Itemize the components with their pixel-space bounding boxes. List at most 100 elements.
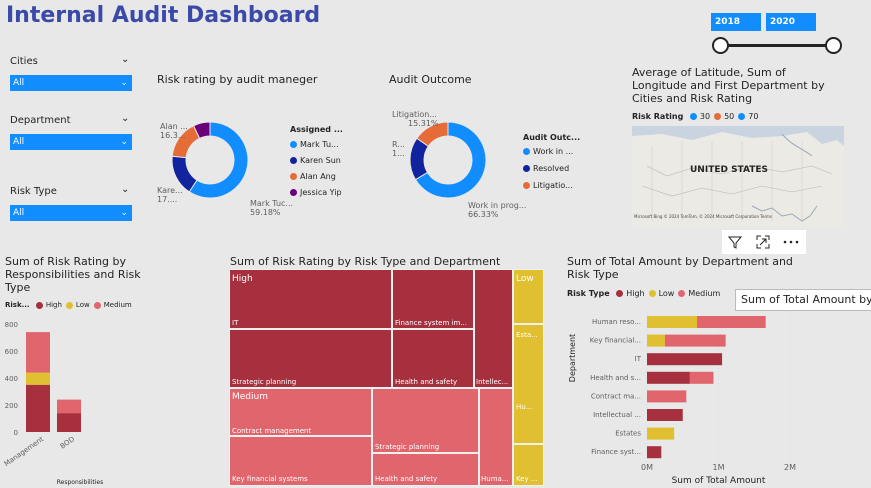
hbar-health-and-s-high[interactable] bbox=[647, 371, 690, 384]
treemap-cell-high-strategic-planning[interactable] bbox=[229, 329, 392, 388]
hbar-finance-syst-high[interactable] bbox=[647, 446, 662, 459]
legend-item-medium[interactable]: Medium bbox=[678, 289, 720, 298]
legend-item-high[interactable]: High bbox=[35, 301, 62, 309]
legend-dot-icon bbox=[689, 113, 697, 120]
risk-type-slicer-label: Risk Type bbox=[10, 186, 57, 197]
chevron-down-icon[interactable]: ⌄ bbox=[121, 54, 130, 65]
legend-item-alan-ang[interactable]: Alan Ang bbox=[290, 172, 343, 181]
donut-slice-mark-tu[interactable] bbox=[188, 121, 249, 199]
bar-bod-medium[interactable] bbox=[57, 399, 81, 414]
y-tick-label: Estates bbox=[615, 430, 641, 438]
legend-item-70[interactable]: 70 bbox=[738, 112, 758, 121]
hbar-health-and-s-medium[interactable] bbox=[689, 371, 714, 384]
hbar-chart-title: Sum of Total Amount by Department and Ri… bbox=[567, 255, 793, 281]
year-slider-track[interactable] bbox=[720, 44, 834, 47]
donut2-label-resolved: R... 1... bbox=[392, 140, 405, 158]
x-axis-title: Sum of Total Amount bbox=[672, 476, 766, 486]
treemap-cell-medium-contract[interactable] bbox=[229, 388, 372, 436]
year-slider-end-handle[interactable] bbox=[825, 37, 842, 54]
hbar-chart-legend-title: Risk Type bbox=[567, 289, 610, 298]
donut-slice-work-in[interactable] bbox=[414, 121, 487, 199]
treemap-label-contract: Contract management bbox=[232, 427, 312, 435]
year-slider-start-handle[interactable] bbox=[712, 37, 729, 54]
chevron-down-icon[interactable]: ⌄ bbox=[121, 113, 130, 124]
hbar-human-reso-medium[interactable] bbox=[697, 316, 766, 328]
bar-management-high[interactable] bbox=[26, 384, 50, 432]
treemap-cell-medium-health-safety[interactable] bbox=[372, 453, 479, 486]
y-tick-label: Health and s... bbox=[590, 374, 641, 382]
more-options-icon[interactable] bbox=[782, 235, 800, 249]
treemap-cell-low-estates[interactable] bbox=[513, 269, 544, 324]
donut-slice-litigatio[interactable] bbox=[416, 121, 449, 147]
legend-item-mark-tu[interactable]: Mark Tu... bbox=[290, 140, 343, 149]
risk-type-slicer-dropdown[interactable]: All ⌄ bbox=[10, 205, 132, 221]
donut-slice-jessica-yip[interactable] bbox=[192, 121, 211, 140]
legend-item-medium[interactable]: Medium bbox=[93, 301, 132, 309]
legend-dot-icon bbox=[648, 290, 656, 297]
legend-dot-icon bbox=[93, 301, 101, 309]
donut1-chart[interactable] bbox=[150, 110, 290, 220]
bar-bod-high[interactable] bbox=[57, 413, 81, 432]
year-start-input[interactable]: 2018 bbox=[711, 13, 761, 31]
legend-item-jessica-yip[interactable]: Jessica Yip bbox=[290, 188, 343, 197]
hbar-contract-ma-medium[interactable] bbox=[647, 390, 687, 403]
department-slicer-dropdown[interactable]: All ⌄ bbox=[10, 134, 132, 150]
legend-label: Jessica Yip bbox=[300, 188, 342, 197]
y-tick-label: Key financial... bbox=[590, 337, 641, 345]
map-country-label: UNITED STATES bbox=[690, 165, 769, 175]
treemap-cell-high-finance-system[interactable] bbox=[392, 269, 474, 329]
treemap-cell-low-key[interactable] bbox=[513, 444, 544, 486]
treemap-cell-medium-key-financial[interactable] bbox=[229, 436, 372, 486]
hbar-intellectual-high[interactable] bbox=[647, 409, 683, 421]
legend-label: 50 bbox=[724, 112, 735, 121]
legend-item-karen-sun[interactable]: Karen Sun bbox=[290, 156, 343, 165]
treemap-cell-medium-human[interactable] bbox=[479, 388, 513, 486]
treemap-title: Sum of Risk Rating by Risk Type and Depa… bbox=[230, 255, 501, 268]
legend-dot-icon bbox=[714, 113, 722, 120]
hbar-key-financial-medium[interactable] bbox=[664, 334, 726, 347]
y-tick-label: 800 bbox=[5, 321, 18, 329]
legend-item-resolved[interactable]: Resolved bbox=[523, 164, 580, 173]
x-tick-label: Management bbox=[3, 435, 46, 468]
hbar-key-financial-low[interactable] bbox=[647, 334, 665, 347]
chevron-down-icon[interactable]: ⌄ bbox=[121, 184, 130, 195]
legend-item-work-in[interactable]: Work in ... bbox=[523, 147, 580, 156]
hbar-chart[interactable]: 0M 1M 2M Human reso... Key financial... IT Hea… bbox=[570, 308, 810, 488]
treemap-cell-medium-strategic-planning[interactable] bbox=[372, 388, 479, 453]
treemap-cell-high-it[interactable] bbox=[229, 269, 392, 329]
bar-management-low[interactable] bbox=[26, 372, 50, 385]
legend-label: Mark Tu... bbox=[300, 140, 339, 149]
treemap-cell-high-intellectual[interactable] bbox=[474, 269, 513, 388]
treemap-label-finance-system: Finance system im... bbox=[395, 319, 467, 327]
y-tick-label: 600 bbox=[5, 348, 18, 356]
focus-mode-icon[interactable] bbox=[756, 235, 770, 249]
hbar-human-reso-low[interactable] bbox=[647, 316, 698, 328]
treemap-cell-high-health-safety[interactable] bbox=[392, 329, 474, 388]
year-end-input[interactable]: 2020 bbox=[766, 13, 816, 31]
x-tick-label: 1M bbox=[713, 463, 725, 472]
treemap-label-intellectual: Intellec... bbox=[476, 378, 509, 386]
hbar-estates-low[interactable] bbox=[647, 427, 675, 440]
chevron-down-icon: ⌄ bbox=[120, 78, 128, 88]
donut2-legend: Audit Outc... Work in ... Resolved Litigat… bbox=[523, 133, 580, 198]
legend-item-low[interactable]: Low bbox=[65, 301, 90, 309]
bar-management-medium[interactable] bbox=[26, 332, 50, 373]
legend-item-high[interactable]: High bbox=[616, 289, 645, 298]
hbar-it-high[interactable] bbox=[647, 353, 723, 366]
donut2-chart[interactable] bbox=[380, 110, 520, 220]
legend-item-litigatio[interactable]: Litigatio... bbox=[523, 181, 580, 190]
treemap-label-strategic-planning-high: Strategic planning bbox=[232, 378, 297, 386]
column-chart[interactable]: 0 200 400 600 800 Management BOD Responsibiliti… bbox=[0, 312, 150, 488]
legend-item-30[interactable]: 30 bbox=[689, 112, 710, 121]
hbar-chart-legend: Risk Type High Low Medium bbox=[567, 289, 720, 298]
legend-item-50[interactable]: 50 bbox=[714, 112, 734, 121]
treemap-cell-low-human[interactable] bbox=[513, 324, 544, 444]
map-visual[interactable] bbox=[632, 126, 844, 226]
cities-slicer-dropdown[interactable]: All ⌄ bbox=[10, 75, 132, 91]
map-legend: Risk Rating 30 50 70 bbox=[632, 112, 758, 121]
legend-item-low[interactable]: Low bbox=[648, 289, 674, 298]
treemap-chart[interactable]: High IT Finance system im... Strategic p… bbox=[229, 269, 544, 486]
donut2-label-litigation: Litigation... 15.31% bbox=[392, 110, 439, 128]
filter-icon[interactable] bbox=[728, 235, 742, 249]
treemap-label-human-low: Hu... bbox=[516, 403, 533, 411]
